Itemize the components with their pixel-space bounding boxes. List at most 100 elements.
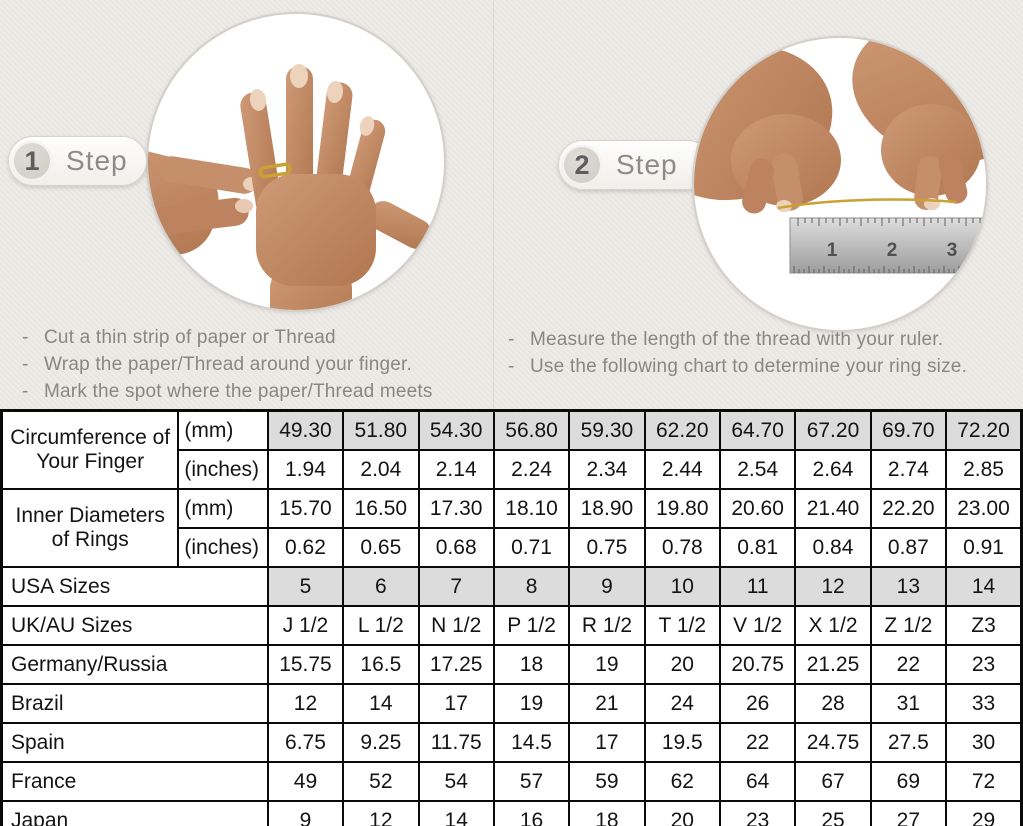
size-value-cell: 15.70 [266, 488, 345, 529]
instruction-text: Wrap the paper/Thread around your finger… [44, 354, 413, 375]
row-group-label: Inner Diameters of Rings [0, 488, 180, 568]
size-value-cell: 28 [794, 683, 872, 724]
size-value-cell: 18 [568, 800, 646, 826]
size-value-cell: 6.75 [266, 722, 345, 763]
size-value-cell: 14 [945, 566, 1023, 607]
size-value-cell: 11 [718, 566, 797, 607]
size-value-cell: 14 [417, 800, 495, 826]
size-value-cell: 54.30 [417, 409, 495, 451]
size-value-cell: 51.80 [342, 409, 420, 451]
size-value-cell: 2.54 [718, 449, 797, 490]
size-value-cell: 0.78 [643, 527, 721, 568]
size-value-cell: 20.60 [718, 488, 797, 529]
size-value-cell: 21.40 [794, 488, 872, 529]
size-value-cell: 54 [417, 761, 495, 802]
size-value-cell: 24 [643, 683, 721, 724]
instruction-line: - Use the following chart to determine y… [508, 353, 1018, 380]
size-value-cell: 0.71 [492, 527, 571, 568]
size-value-cell: 2.14 [417, 449, 495, 490]
size-value-cell: 5 [266, 566, 345, 607]
table-row: UK/AU Sizes J 1/2 L 1/2 N 1/2 P 1/2 R 1/2 T 1/… [0, 605, 1023, 646]
size-value-cell: 26 [718, 683, 797, 724]
row-label: Germany/Russia [0, 644, 269, 685]
size-value-cell: 21 [568, 683, 646, 724]
unit-label: (inches) [177, 527, 269, 568]
size-value-cell: 1.94 [266, 449, 345, 490]
size-value-cell: 30 [945, 722, 1023, 763]
row-label: USA Sizes [0, 566, 269, 607]
size-value-cell: 18.10 [492, 488, 571, 529]
table-row: (inches) 0.62 0.65 0.68 0.71 0.75 0.78 0.81 0.84… [2, 527, 1023, 568]
size-value-cell: 0.75 [568, 527, 646, 568]
size-value-cell: 17 [417, 683, 495, 724]
size-value-cell: 0.84 [794, 527, 872, 568]
size-value-cell: 31 [869, 683, 948, 724]
row-label: France [0, 761, 269, 802]
size-value-cell: 2.44 [643, 449, 721, 490]
size-value-cell: 59 [568, 761, 646, 802]
table-row: Brazil 12 14 17 19 21 24 26 28 31 33 [0, 683, 1023, 724]
size-value-cell: V 1/2 [718, 605, 797, 646]
size-value-cell: 0.81 [718, 527, 797, 568]
size-value-cell: 15.75 [266, 644, 345, 685]
right-hand [852, 38, 986, 210]
table-row: Germany/Russia 15.75 16.5 17.25 18 19 20 20.75 2… [0, 644, 1023, 685]
table-row: Spain 6.75 9.25 11.75 14.5 17 19.5 22 24.75 27.5 3… [0, 722, 1023, 763]
size-value-cell: 9 [568, 566, 646, 607]
table-row: (inches) 1.94 2.04 2.14 2.24 2.34 2.44 2.54 2.64… [2, 449, 1023, 490]
size-value-cell: 22 [869, 644, 948, 685]
size-value-cell: 23 [718, 800, 797, 826]
panel-divider [493, 0, 494, 409]
size-value-cell: 21.25 [794, 644, 872, 685]
step-1-label: Step [66, 145, 128, 176]
table-row: France 49 52 54 57 59 62 64 67 69 72 [0, 761, 1023, 802]
table-row: USA Sizes 5 6 7 8 9 10 11 12 13 14 [0, 566, 1023, 607]
unit-label: (inches) [177, 449, 269, 490]
step-2-number: 2 [562, 145, 602, 185]
size-value-cell: 20 [643, 800, 721, 826]
size-value-cell: 27.5 [869, 722, 948, 763]
size-value-cell: 29 [945, 800, 1023, 826]
row-label: Japan [0, 800, 269, 826]
size-value-cell: 0.65 [342, 527, 420, 568]
unit-label: (mm) [177, 488, 269, 529]
instruction-line: - Wrap the paper/Thread around your fing… [22, 351, 492, 378]
size-value-cell: 56.80 [492, 409, 571, 451]
size-value-cell: 6 [342, 566, 420, 607]
size-value-cell: X 1/2 [794, 605, 872, 646]
left-hand [694, 45, 841, 214]
size-value-cell: 2.34 [568, 449, 646, 490]
size-value-cell: 12 [794, 566, 872, 607]
row-label: UK/AU Sizes [0, 605, 269, 646]
size-value-cell: 72.20 [945, 409, 1023, 451]
size-value-cell: Z3 [945, 605, 1023, 646]
instruction-line: - Mark the spot where the paper/Thread m… [22, 378, 492, 405]
size-value-cell: R 1/2 [568, 605, 646, 646]
row-label: Brazil [0, 683, 269, 724]
unit-label: (mm) [177, 409, 269, 451]
hand-wearing-ring-photo [146, 12, 446, 312]
size-value-cell: 69.70 [869, 409, 948, 451]
step-2-instructions: - Measure the length of the thread with … [508, 326, 1018, 380]
size-value-cell: 52 [342, 761, 420, 802]
size-value-cell: 11.75 [417, 722, 495, 763]
size-value-cell: 16.50 [342, 488, 420, 529]
size-value-cell: 14.5 [492, 722, 571, 763]
measuring-thread-on-ruler-photo: 1 2 3 [692, 36, 988, 332]
row-group-label: Circumference of Your Finger [0, 409, 180, 490]
step-1-number: 1 [12, 141, 52, 181]
instructions-section: 1 2 3 1 Step 2 Step - Cut a thin strip o… [0, 0, 1023, 409]
size-value-cell: 13 [869, 566, 948, 607]
gold-ring [258, 162, 292, 179]
bullet: - [508, 356, 515, 377]
size-value-cell: 2.64 [794, 449, 872, 490]
table-row: Inner Diameters of Rings (mm) 15.70 16.50 17… [0, 488, 1023, 568]
size-value-cell: 0.62 [266, 527, 345, 568]
size-value-cell: 20 [643, 644, 721, 685]
size-value-cell: 62 [643, 761, 721, 802]
table-row: Japan 9 12 14 16 18 20 23 25 27 29 [0, 800, 1023, 826]
instruction-text: Measure the length of the thread with yo… [530, 329, 944, 350]
size-value-cell: 49 [266, 761, 345, 802]
size-value-cell: 67 [794, 761, 872, 802]
